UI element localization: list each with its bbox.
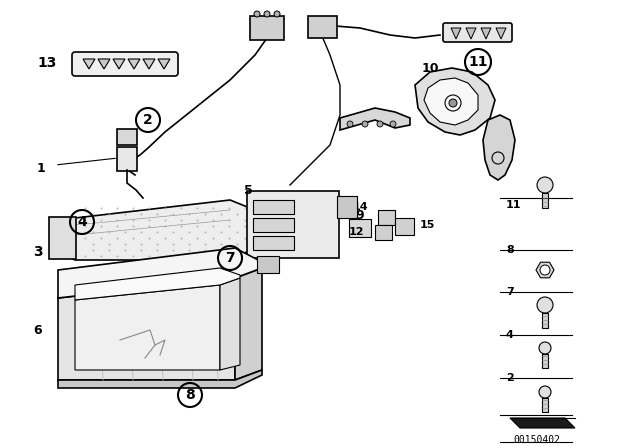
- Circle shape: [390, 121, 396, 127]
- Text: 6: 6: [34, 323, 42, 336]
- FancyBboxPatch shape: [247, 191, 339, 258]
- Text: 13: 13: [37, 56, 57, 70]
- Polygon shape: [113, 59, 125, 69]
- Polygon shape: [542, 398, 548, 412]
- Polygon shape: [98, 59, 110, 69]
- Circle shape: [362, 121, 368, 127]
- FancyBboxPatch shape: [378, 210, 394, 224]
- FancyBboxPatch shape: [253, 199, 294, 214]
- Text: 2: 2: [143, 113, 153, 127]
- Polygon shape: [510, 418, 575, 428]
- Polygon shape: [75, 285, 220, 370]
- Polygon shape: [451, 28, 461, 39]
- Text: 10: 10: [421, 61, 439, 74]
- FancyBboxPatch shape: [337, 196, 357, 218]
- Text: 4: 4: [506, 330, 514, 340]
- Text: 12: 12: [349, 227, 364, 237]
- Polygon shape: [220, 278, 240, 370]
- FancyBboxPatch shape: [394, 217, 413, 234]
- FancyBboxPatch shape: [349, 219, 371, 237]
- Circle shape: [539, 342, 551, 354]
- Circle shape: [254, 11, 260, 17]
- Text: 3: 3: [33, 245, 43, 259]
- Circle shape: [537, 297, 553, 313]
- Polygon shape: [466, 28, 476, 39]
- Polygon shape: [536, 262, 554, 278]
- Text: 11: 11: [506, 200, 522, 210]
- Polygon shape: [542, 313, 548, 328]
- Polygon shape: [158, 59, 170, 69]
- Polygon shape: [58, 248, 262, 298]
- Polygon shape: [55, 200, 255, 260]
- Circle shape: [377, 121, 383, 127]
- Text: 9: 9: [356, 208, 364, 221]
- Polygon shape: [143, 59, 155, 69]
- Text: 4: 4: [77, 215, 87, 229]
- Polygon shape: [340, 108, 410, 130]
- Circle shape: [540, 265, 550, 275]
- Text: 00150402: 00150402: [513, 435, 561, 445]
- Text: 8: 8: [506, 245, 514, 255]
- Circle shape: [539, 386, 551, 398]
- FancyBboxPatch shape: [117, 147, 137, 171]
- Text: 15: 15: [420, 220, 435, 230]
- Text: 2: 2: [506, 373, 514, 383]
- FancyBboxPatch shape: [253, 236, 294, 250]
- Polygon shape: [483, 115, 515, 180]
- Polygon shape: [496, 28, 506, 39]
- Text: 1: 1: [36, 161, 45, 175]
- FancyBboxPatch shape: [374, 224, 392, 240]
- FancyBboxPatch shape: [117, 129, 137, 145]
- FancyBboxPatch shape: [250, 16, 284, 40]
- Text: 7: 7: [506, 287, 514, 297]
- Circle shape: [274, 11, 280, 17]
- Text: 5: 5: [244, 184, 252, 197]
- FancyBboxPatch shape: [72, 52, 178, 76]
- FancyBboxPatch shape: [49, 217, 76, 259]
- Polygon shape: [424, 78, 478, 125]
- Polygon shape: [128, 59, 140, 69]
- Text: 14: 14: [353, 202, 368, 212]
- Polygon shape: [75, 268, 240, 300]
- Circle shape: [449, 99, 457, 107]
- Circle shape: [264, 11, 270, 17]
- Polygon shape: [415, 68, 495, 135]
- Circle shape: [347, 121, 353, 127]
- Circle shape: [537, 177, 553, 193]
- Polygon shape: [542, 354, 548, 368]
- Polygon shape: [235, 268, 262, 380]
- FancyBboxPatch shape: [443, 23, 512, 42]
- Text: 7: 7: [225, 251, 235, 265]
- Polygon shape: [58, 278, 235, 380]
- FancyBboxPatch shape: [253, 217, 294, 232]
- Polygon shape: [542, 193, 548, 208]
- Polygon shape: [481, 28, 491, 39]
- Text: 11: 11: [468, 55, 488, 69]
- FancyBboxPatch shape: [308, 16, 337, 38]
- Polygon shape: [58, 370, 262, 388]
- FancyBboxPatch shape: [257, 256, 279, 273]
- Text: 8: 8: [185, 388, 195, 402]
- Polygon shape: [83, 59, 95, 69]
